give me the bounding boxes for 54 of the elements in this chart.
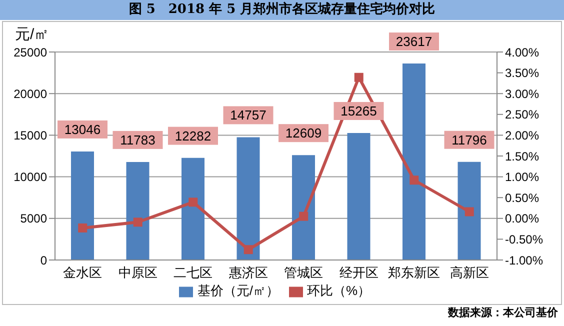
x-tick-label: 高新区: [450, 265, 489, 280]
bar: [402, 64, 426, 260]
data-label: 12609: [285, 126, 322, 141]
y2-tick-label: -0.50%: [505, 232, 544, 246]
data-label: 13046: [64, 122, 101, 137]
data-label: 14757: [230, 108, 266, 123]
data-label: 11796: [452, 132, 487, 148]
source-note: 数据来源：本公司基价: [448, 306, 558, 320]
x-tick-label: 金水区: [63, 265, 102, 280]
y-tick-label: 0: [40, 253, 48, 268]
y2-tick-label: 2.50%: [505, 108, 540, 122]
data-label: 15265: [340, 103, 377, 118]
point: [464, 207, 474, 216]
bar: [236, 137, 260, 260]
x-tick-label: 二七区: [174, 265, 213, 280]
y2-tick-label: 1.50%: [505, 149, 540, 164]
data-label: 12282: [174, 128, 212, 144]
x-tick-label: 管城区: [284, 265, 324, 280]
y2-tick-label: 0.00%: [505, 212, 540, 226]
bar: [458, 162, 481, 260]
y2-tick-label: 3.00%: [505, 86, 540, 101]
bar: [126, 162, 150, 260]
legend-label: 基价（元/㎡）: [197, 283, 280, 298]
y-tick-label: 20000: [14, 86, 48, 101]
y2-tick-label: 0.50%: [505, 190, 540, 205]
data-label: 11783: [120, 132, 156, 148]
data-label: 23617: [396, 34, 432, 50]
point: [299, 212, 308, 221]
y2-tick-label: 4.00%: [505, 45, 540, 60]
bar: [182, 158, 204, 260]
point: [244, 245, 253, 254]
y-tick-label: 10000: [14, 170, 48, 184]
y2-tick-label: 3.50%: [505, 66, 540, 80]
bar: [71, 151, 94, 260]
point: [133, 218, 142, 227]
point: [78, 223, 88, 232]
chart-title: 图 5 2018 年 5 月郑州市各区城存量住宅均价对比: [0, 0, 564, 20]
point: [354, 72, 364, 82]
y2-tick-label: 2.00%: [505, 128, 540, 142]
bar: [347, 132, 370, 260]
x-tick-label: 郑东新区: [388, 265, 440, 280]
point: [410, 176, 419, 185]
y-tick-label: 5000: [20, 212, 48, 226]
y-tick-label: 25000: [14, 45, 48, 60]
bar: [292, 155, 315, 260]
point: [188, 198, 198, 207]
x-tick-label: 中原区: [118, 265, 158, 280]
x-tick-label: 惠济区: [228, 265, 268, 280]
y2-tick-label: 1.00%: [505, 170, 540, 184]
y-tick-label: 15000: [14, 128, 48, 142]
legend-label: 环比（%）: [307, 283, 371, 298]
x-tick-label: 经开区: [339, 265, 378, 280]
y-axis-title: 元/㎡: [15, 25, 50, 44]
y2-tick-label: -1.00%: [505, 253, 544, 268]
